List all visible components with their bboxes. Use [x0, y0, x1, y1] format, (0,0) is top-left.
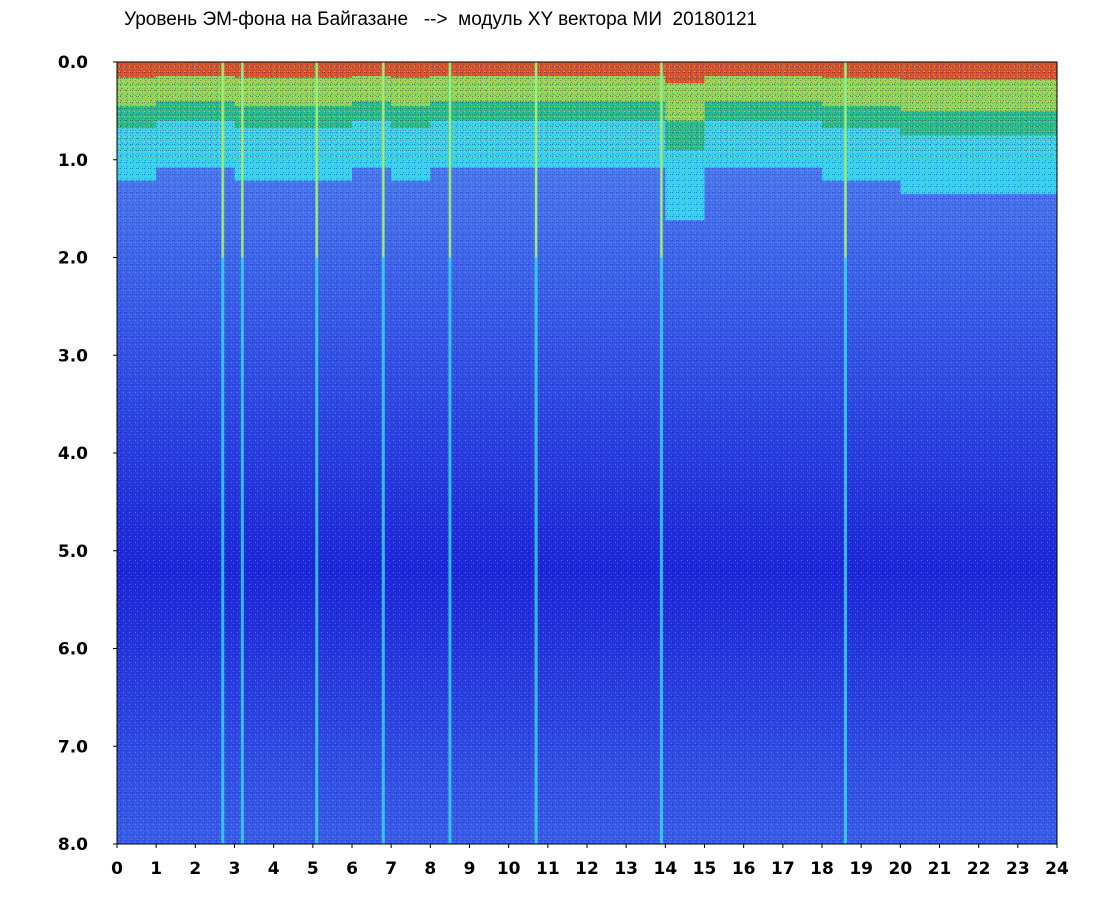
x-tick-label: 13	[614, 859, 638, 879]
x-tick-label: 6	[346, 859, 358, 879]
y-tick-label: 8.0	[58, 835, 88, 855]
plot-frame	[116, 61, 1058, 845]
vertical-streak-top	[315, 62, 318, 258]
y-tick-label: 5.0	[58, 542, 88, 562]
vertical-streak-top	[448, 62, 451, 258]
y-axis-ticks: 0.0 1.0 2.0 3.0 4.0 5.0 6.0 7.0 8.0	[58, 53, 117, 855]
vertical-streak	[844, 62, 847, 844]
vertical-streak-top	[382, 62, 385, 258]
x-tick-label: 4	[268, 859, 280, 879]
x-tick-label: 11	[536, 859, 560, 879]
x-tick-label: 0	[111, 859, 123, 879]
vertical-streak-top	[535, 62, 538, 258]
x-tick-label: 10	[497, 859, 521, 879]
x-tick-label: 23	[1006, 859, 1030, 879]
vertical-streak	[448, 62, 452, 844]
x-tick-label: 3	[229, 859, 241, 879]
vertical-streak	[659, 62, 663, 844]
x-tick-label: 20	[888, 859, 912, 879]
x-axis-ticks: 0 1 2 3 4 5 6 7 8 9 10 11 12 13 14 15 16 17 18 19 20 21 22 23 24	[111, 844, 1069, 879]
plot-area	[117, 62, 1057, 844]
vertical-streak	[315, 62, 319, 844]
x-tick-label: 9	[464, 859, 476, 879]
vertical-streak-top	[660, 62, 663, 258]
y-tick-label: 2.0	[58, 249, 88, 269]
vertical-streak	[381, 62, 385, 844]
y-tick-label: 1.0	[58, 151, 88, 171]
y-tick-label: 6.0	[58, 640, 88, 660]
x-tick-label: 17	[771, 859, 795, 879]
x-tick-label: 12	[575, 859, 599, 879]
vertical-streak-top	[241, 62, 244, 258]
x-tick-label: 16	[732, 859, 756, 879]
x-tick-label: 5	[307, 859, 319, 879]
heatmap-noise-top	[117, 62, 1057, 160]
y-tick-label: 7.0	[58, 737, 88, 757]
x-tick-label: 19	[849, 859, 873, 879]
vertical-streak	[240, 62, 244, 844]
x-tick-label: 24	[1045, 859, 1069, 879]
x-tick-label: 14	[653, 859, 677, 879]
vertical-streak-top	[844, 62, 847, 258]
x-tick-label: 7	[385, 859, 397, 879]
x-tick-label: 8	[424, 859, 436, 879]
chart-title: Уровень ЭМ-фона на Байгазане --> модуль …	[124, 9, 758, 30]
y-tick-label: 4.0	[58, 444, 88, 464]
x-tick-label: 2	[189, 859, 201, 879]
x-tick-label: 15	[693, 859, 717, 879]
x-tick-label: 1	[150, 859, 162, 879]
y-tick-label: 0.0	[58, 53, 88, 73]
vertical-streak	[534, 62, 538, 844]
x-tick-label: 21	[928, 859, 952, 879]
vertical-streak-top	[221, 62, 224, 258]
heatmap-noise	[117, 62, 1057, 844]
x-tick-label: 22	[967, 859, 991, 879]
x-tick-label: 18	[810, 859, 834, 879]
y-tick-label: 3.0	[58, 346, 88, 366]
vertical-streak	[221, 62, 225, 844]
